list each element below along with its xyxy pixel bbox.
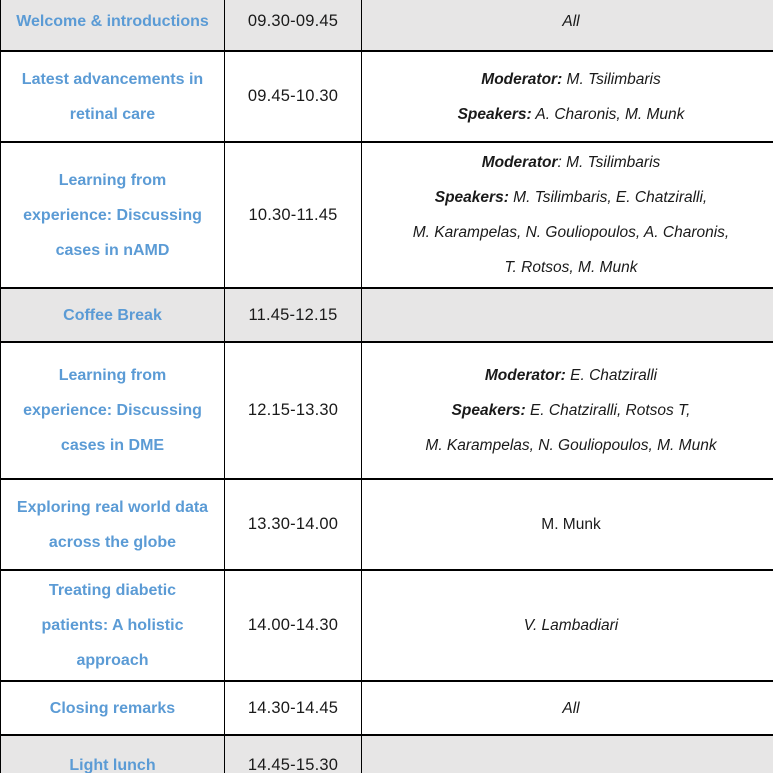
table-row: Light lunch 14.45-15.30	[0, 734, 773, 773]
speaker-names: V. Lambadiari	[523, 617, 619, 634]
speakers-line: Speakers: A. Charonis, M. Munk	[366, 97, 773, 132]
speaker-role-label: Speakers:	[457, 105, 532, 123]
time-cell: 12.15-13.30	[224, 341, 362, 480]
speakers-line: Speakers: M. Tsilimbaris, E. Chatziralli…	[366, 180, 773, 215]
session-title-line: retinal care	[69, 105, 156, 123]
speaker-names: M. Munk	[541, 516, 601, 533]
session-title-line: experience: Discussing	[23, 402, 202, 419]
speakers-cell: All	[361, 0, 773, 52]
time-cell: 10.30-11.45	[224, 141, 362, 289]
speakers-line: M. Karampelas, N. Gouliopoulos, A. Charo…	[366, 215, 773, 250]
speakers-cell	[361, 287, 773, 343]
session-title-line: approach	[76, 652, 149, 669]
session-title-cell: Treating diabetic patients: A holistic app…	[0, 569, 225, 682]
table-row: Welcome & introductions 09.30-09.45 All	[0, 0, 773, 52]
speaker-names: A. Charonis, M. Munk	[531, 105, 685, 123]
session-title-cell: Latest advancements in retinal care	[0, 50, 225, 143]
speakers-line: All	[366, 691, 773, 726]
speakers-cell: All	[361, 680, 773, 736]
speaker-names: E. Chatziralli	[565, 367, 658, 384]
speaker-names: E. Chatziralli, Rotsos T,	[525, 402, 691, 419]
speaker-names: : M. Tsilimbaris	[557, 154, 661, 171]
speaker-role-label: Moderator	[481, 154, 558, 171]
time-cell: 14.00-14.30	[224, 569, 362, 682]
speakers-line: M. Karampelas, N. Gouliopoulos, M. Munk	[366, 428, 773, 463]
table-row: Exploring real world data across the glob…	[0, 478, 773, 571]
speaker-role-label: Moderator:	[484, 367, 566, 384]
speaker-role-label: Speakers:	[434, 189, 509, 206]
session-title-line: across the globe	[48, 533, 177, 551]
speaker-names: T. Rotsos, M. Munk	[504, 259, 638, 276]
session-title-cell: Exploring real world data across the glob…	[0, 478, 225, 571]
speaker-names: M. Karampelas, N. Gouliopoulos, M. Munk	[425, 437, 717, 454]
session-title-line: Learning from	[58, 171, 167, 189]
time-cell: 14.45-15.30	[224, 734, 362, 773]
table-row: Latest advancements in retinal care 09.45-…	[0, 50, 773, 143]
speakers-line: Speakers: E. Chatziralli, Rotsos T,	[366, 393, 773, 428]
session-title-line: Treating diabetic	[48, 582, 177, 599]
session-title-line: patients: A holistic	[41, 617, 184, 634]
session-title-line: experience: Discussing	[23, 206, 202, 224]
speakers-cell: M. Munk	[361, 478, 773, 571]
speakers-line: Moderator: M. Tsilimbaris	[366, 145, 773, 180]
speaker-role-label: Speakers:	[451, 402, 526, 419]
speakers-cell: V. Lambadiari	[361, 569, 773, 682]
time-cell: 09.30-09.45	[224, 0, 362, 52]
speaker-role-label: Moderator:	[481, 70, 563, 88]
speakers-line: Moderator: M. Tsilimbaris	[366, 62, 773, 97]
speakers-cell	[361, 734, 773, 773]
session-title-line: Latest advancements in	[21, 70, 204, 88]
speakers-cell: Moderator: M. Tsilimbaris Speakers: M. Ts…	[361, 141, 773, 289]
session-title-line: Light lunch	[69, 756, 156, 773]
speakers-line: V. Lambadiari	[366, 608, 773, 643]
session-title-line: Learning from	[58, 367, 167, 384]
time-cell: 13.30-14.00	[224, 478, 362, 571]
time-cell: 11.45-12.15	[224, 287, 362, 343]
session-title-cell: Learning from experience: Discussing cases…	[0, 341, 225, 480]
speakers-line: T. Rotsos, M. Munk	[366, 250, 773, 285]
session-title-cell: Closing remarks	[0, 680, 225, 736]
table-row: Learning from experience: Discussing cases…	[0, 141, 773, 289]
session-title-line: Closing remarks	[49, 699, 176, 717]
speakers-line: M. Munk	[366, 507, 773, 542]
speakers-cell: Moderator: E. Chatziralli Speakers: E. Ch…	[361, 341, 773, 480]
table-row: Learning from experience: Discussing cases…	[0, 341, 773, 480]
session-title-line: cases in DME	[60, 437, 165, 454]
table-row: Treating diabetic patients: A holistic app…	[0, 569, 773, 682]
speaker-names: M. Tsilimbaris, E. Chatziralli,	[508, 189, 708, 206]
speaker-names: M. Tsilimbaris	[562, 70, 661, 88]
session-title-cell: Welcome & introductions	[0, 0, 225, 52]
speakers-line: Moderator: E. Chatziralli	[366, 358, 773, 393]
speaker-names: All	[562, 12, 580, 30]
session-title-cell: Light lunch	[0, 734, 225, 773]
speaker-names: M. Karampelas, N. Gouliopoulos, A. Charo…	[412, 224, 730, 241]
session-title-line: Welcome & introductions	[16, 12, 209, 30]
table-row: Closing remarks 14.30-14.45 All	[0, 680, 773, 736]
table-row: Coffee Break 11.45-12.15	[0, 287, 773, 343]
session-title-line: cases in nAMD	[55, 241, 170, 259]
session-title-line: Exploring real world data	[16, 498, 209, 516]
speaker-names: All	[562, 699, 580, 717]
speakers-line: All	[366, 4, 773, 39]
session-title-cell: Learning from experience: Discussing cases…	[0, 141, 225, 289]
session-title-line: Coffee Break	[63, 306, 162, 324]
time-cell: 14.30-14.45	[224, 680, 362, 736]
session-title-cell: Coffee Break	[0, 287, 225, 343]
speakers-cell: Moderator: M. Tsilimbaris Speakers: A. Ch…	[361, 50, 773, 143]
time-cell: 09.45-10.30	[224, 50, 362, 143]
